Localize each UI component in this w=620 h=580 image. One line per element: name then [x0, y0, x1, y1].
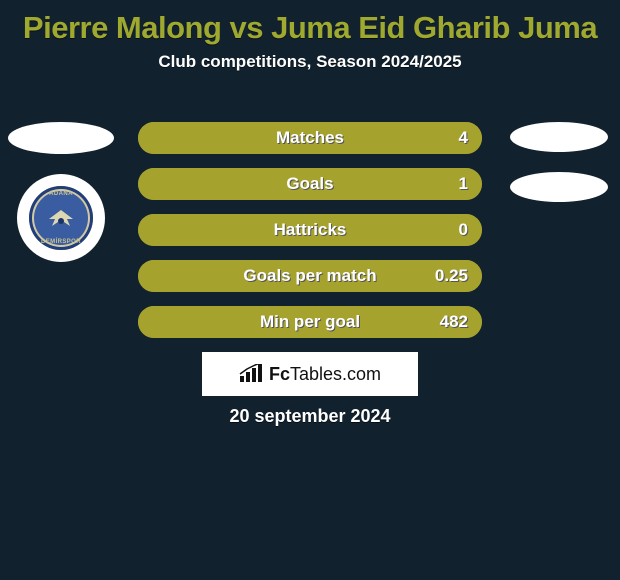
stat-label: Goals per match	[243, 266, 376, 286]
comparison-card: Pierre Malong vs Juma Eid Gharib Juma Cl…	[0, 0, 620, 580]
stat-bars: Matches 4 Goals 1 Hattricks 0 Goals per match 0…	[138, 112, 482, 342]
date: 20 september 2024	[0, 406, 620, 427]
stat-label: Hattricks	[274, 220, 347, 240]
right-column	[504, 112, 614, 202]
stat-row: Goals 1	[138, 158, 482, 198]
branding-text: FcTables.com	[269, 364, 381, 385]
club-right-placeholder	[510, 172, 608, 202]
branding-box[interactable]: FcTables.com	[202, 352, 418, 396]
eagle-icon	[43, 207, 79, 229]
bar-chart-icon	[239, 364, 263, 384]
stat-label: Min per goal	[260, 312, 360, 332]
stat-label: Matches	[276, 128, 344, 148]
stat-row: Min per goal 482	[138, 296, 482, 336]
bar-label-wrap: Min per goal	[138, 306, 482, 338]
stat-value-left-player: 482	[440, 306, 468, 338]
player-right-placeholder	[510, 122, 608, 152]
page-title: Pierre Malong vs Juma Eid Gharib Juma	[0, 0, 620, 46]
subtitle: Club competitions, Season 2024/2025	[0, 52, 620, 72]
stat-label: Goals	[286, 174, 333, 194]
stat-value-left-player: 0	[459, 214, 468, 246]
stat-row: Goals per match 0.25	[138, 250, 482, 290]
branding-text-bold: Fc	[269, 364, 290, 384]
club-badge: ADANA DEMİRSPOR	[17, 174, 105, 262]
stat-value-left-player: 4	[459, 122, 468, 154]
player-left-placeholder	[8, 122, 114, 154]
bar-label-wrap: Goals per match	[138, 260, 482, 292]
left-column: ADANA DEMİRSPOR	[8, 112, 114, 262]
branding-text-light: Tables.com	[290, 364, 381, 384]
bar-label-wrap: Goals	[138, 168, 482, 200]
club-badge-bottom-text: DEMİRSPOR	[29, 239, 93, 245]
branding-inner: FcTables.com	[239, 364, 381, 385]
club-badge-inner: ADANA DEMİRSPOR	[29, 186, 93, 250]
stat-value-left-player: 0.25	[435, 260, 468, 292]
stat-value-left-player: 1	[459, 168, 468, 200]
bar-label-wrap: Hattricks	[138, 214, 482, 246]
bar-label-wrap: Matches	[138, 122, 482, 154]
stat-row: Hattricks 0	[138, 204, 482, 244]
stat-row: Matches 4	[138, 112, 482, 152]
club-badge-top-text: ADANA	[29, 191, 93, 197]
